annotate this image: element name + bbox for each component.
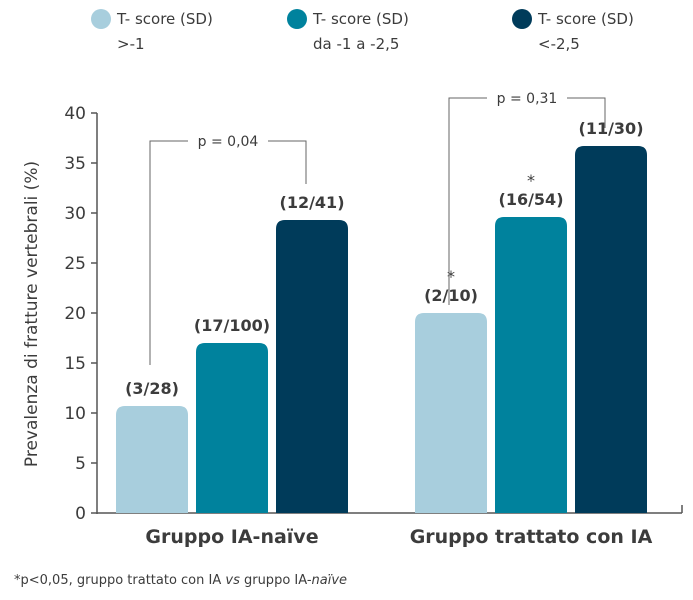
- y-tick-label: 5: [75, 454, 86, 474]
- legend-label-line2: da -1 a -2,5: [313, 35, 399, 53]
- bar: [276, 220, 348, 513]
- p-value-bracket-right: [567, 97, 606, 128]
- data-label: (17/100): [194, 316, 270, 335]
- legend-swatch: [91, 9, 111, 29]
- category-label: Gruppo IA-naïve: [145, 526, 318, 548]
- y-tick-label: 40: [64, 104, 86, 124]
- p-value-bracket-left: [448, 97, 487, 305]
- data-label: (3/28): [125, 379, 179, 398]
- p-value-label: p = 0,04: [198, 134, 259, 150]
- data-label: (12/41): [280, 193, 345, 212]
- legend-label: T- score (SD): [312, 10, 409, 28]
- legend-swatch: [287, 9, 307, 29]
- y-axis-label: Prevalenza di fratture vertebrali (%): [22, 161, 42, 467]
- footnote: *p<0,05, gruppo trattato con IA vs grupp…: [14, 573, 347, 588]
- bar: [415, 313, 487, 513]
- data-label: (16/54): [499, 190, 564, 209]
- footnote-text-2: gruppo IA-: [239, 573, 312, 588]
- p-value-bracket-right: [268, 140, 307, 184]
- legend-label: T- score (SD): [537, 10, 634, 28]
- legend: T- score (SD) >-1 T- score (SD) da -1 a -2,…: [91, 9, 634, 53]
- y-tick-label: 15: [64, 354, 86, 374]
- y-tick-label: 25: [64, 254, 86, 274]
- footnote-text-naive: naïve: [311, 573, 348, 588]
- bar: [575, 146, 647, 513]
- annotations: p = 0,04 p = 0,31: [149, 91, 606, 365]
- category-label: Gruppo trattato con IA: [410, 526, 653, 548]
- y-tick-label: 30: [64, 204, 86, 224]
- data-label: (11/30): [579, 119, 644, 138]
- footnote-text-vs: vs: [225, 573, 240, 588]
- bar: [196, 343, 268, 513]
- legend-label-line2: <-2,5: [538, 35, 580, 53]
- y-tick-label: 35: [64, 154, 86, 174]
- bar: [116, 406, 188, 513]
- legend-swatch: [512, 9, 532, 29]
- y-tick-label: 10: [64, 404, 86, 424]
- p-value-bracket-left: [149, 140, 188, 365]
- y-tick-label: 20: [64, 304, 86, 324]
- significance-star: *: [527, 171, 535, 190]
- bar: [495, 217, 567, 513]
- legend-label-line2: >-1: [117, 35, 145, 53]
- bars: (3/28)(2/10)*(17/100)(16/54)*(12/41)(11/…: [116, 119, 653, 548]
- p-value-label: p = 0,31: [497, 91, 558, 107]
- y-tick-label: 0: [75, 504, 86, 524]
- significance-star: *: [447, 267, 455, 286]
- data-label: (2/10): [424, 286, 478, 305]
- legend-label: T- score (SD): [116, 10, 213, 28]
- axes: 0 5 10 15 20 25 30 35 40: [64, 104, 683, 524]
- footnote-text-1: *p<0,05, gruppo trattato con IA: [14, 573, 226, 588]
